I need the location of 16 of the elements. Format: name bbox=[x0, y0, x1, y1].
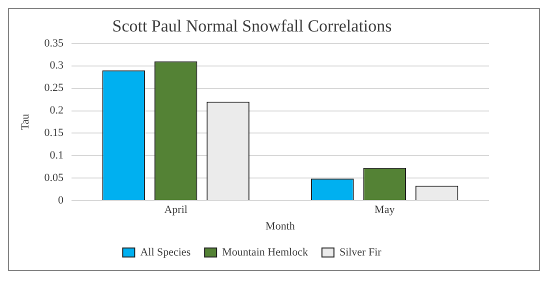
x-tick-label: April bbox=[164, 204, 188, 216]
y-axis-title: Tau bbox=[19, 113, 32, 130]
y-tick-label: 0.2 bbox=[50, 104, 64, 117]
x-tick-label: May bbox=[374, 204, 396, 216]
legend-label: Mountain Hemlock bbox=[222, 246, 308, 258]
y-tick-label: 0.35 bbox=[44, 37, 64, 50]
y-tick-label: 0.15 bbox=[44, 127, 64, 140]
y-tick-label: 0.3 bbox=[50, 60, 64, 72]
x-axis-title: Month bbox=[266, 220, 296, 232]
y-tick-label: 0.05 bbox=[44, 172, 64, 184]
legend-label: Silver Fir bbox=[339, 246, 382, 258]
chart-title: Scott Paul Normal Snowfall Correlations bbox=[112, 16, 392, 36]
legend-label: All Species bbox=[140, 246, 191, 258]
y-tick-label: 0 bbox=[58, 194, 64, 206]
y-tick-label: 0.1 bbox=[50, 150, 64, 162]
y-tick-label: 0.25 bbox=[44, 82, 64, 94]
